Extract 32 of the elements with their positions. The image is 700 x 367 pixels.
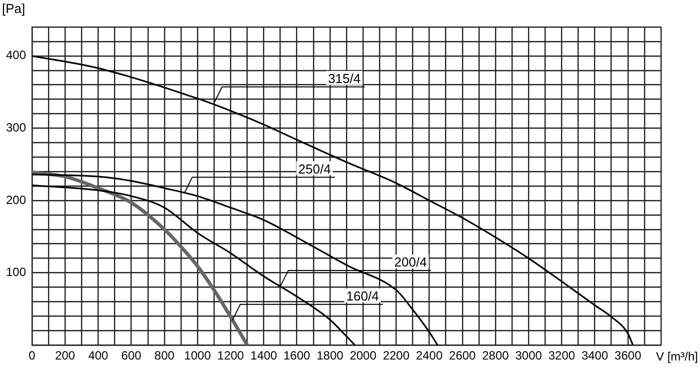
x-tick-label: 2800 [482,348,510,363]
y-tick-label: 400 [6,48,26,62]
y-tick-label: 100 [6,265,26,280]
y-tick-label: 200 [6,192,26,207]
x-tick-label: 600 [121,348,142,363]
x-tick-label: 3600 [614,348,642,363]
x-tick-label: 3200 [548,348,576,363]
x-tick-label: 2400 [416,348,443,363]
line-series [32,170,249,345]
x-axis-title: V [m³/h] [656,349,698,364]
annotation: 250/4 [298,161,331,176]
x-tick-label: 200 [55,348,76,363]
x-tick-label: 1000 [184,348,212,363]
y-axis-title: [Pa] [2,1,26,16]
x-tick-label: 3000 [515,348,542,363]
x-tick-label: 1400 [250,348,278,363]
x-tick-label: 2600 [449,348,476,363]
line-series [32,55,634,345]
annotation: 200/4 [394,254,427,270]
x-tick-label: 0 [28,348,36,363]
x-tick-label: 2000 [350,348,377,363]
y-tick-label: 300 [6,120,26,134]
x-tick-label: 800 [154,348,175,363]
annotation: 160/4 [346,288,379,304]
x-tick-label: 2200 [382,348,410,363]
x-tick-label: 1200 [217,348,244,363]
x-tick-label: 400 [88,348,109,363]
x-tick-label: 3400 [581,348,608,363]
line-series [32,174,438,345]
x-tick-label: 1600 [283,348,311,363]
x-tick-label: 1800 [316,348,344,363]
annotation: 315/4 [328,70,361,86]
